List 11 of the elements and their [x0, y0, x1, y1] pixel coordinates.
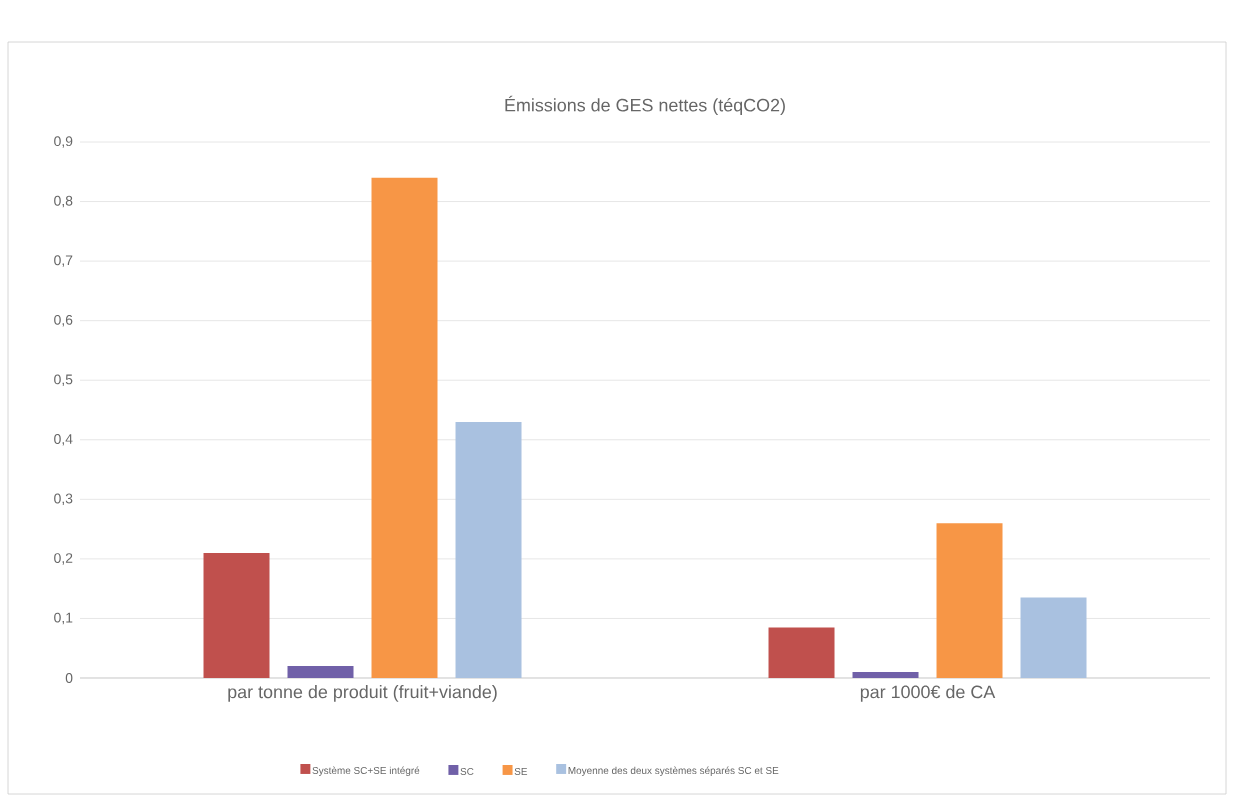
bar [852, 672, 919, 678]
x-tick-label: par 1000€ de CA [860, 685, 996, 702]
bar [287, 666, 354, 678]
chart-title: Émissions de GES nettes (téqCO2) [505, 95, 785, 116]
bar [1020, 597, 1087, 678]
bar [203, 552, 270, 678]
x-tick-label: par tonne de produit (fruit+viande) [228, 685, 497, 702]
bar [455, 421, 522, 678]
bar [936, 523, 1003, 678]
bar [371, 177, 438, 678]
bar [768, 627, 835, 678]
